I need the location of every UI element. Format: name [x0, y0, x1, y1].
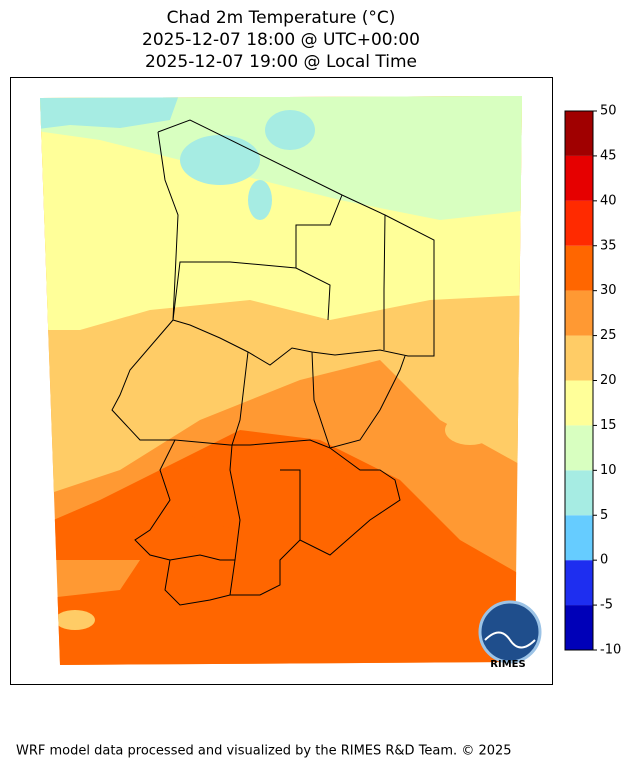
colorbar-bin — [565, 245, 593, 291]
colorbar-tick-label: 0 — [600, 553, 608, 568]
colorbar-tick-label: 50 — [600, 104, 617, 119]
colorbar-bin — [565, 515, 593, 561]
colorbar-tick-label: 35 — [600, 238, 617, 253]
colorbar-tick-label: 15 — [600, 418, 617, 433]
colorbar-bin — [565, 200, 593, 246]
colorbar-bin — [565, 290, 593, 336]
colorbar-tick-label: 30 — [600, 283, 617, 298]
title-line: 2025-12-07 18:00 @ UTC+00:00 — [142, 30, 420, 50]
borders — [111, 119, 435, 606]
colorbar-tick-label: 45 — [600, 148, 617, 163]
colorbar-bin — [565, 605, 593, 650]
colorbar-bin — [565, 155, 593, 201]
colorbar: -10 -5 0 5 10 15 20 25 30 35 40 45 50 — [564, 104, 621, 658]
title-line: 2025-12-07 19:00 @ Local Time — [145, 52, 417, 72]
colorbar-bin — [565, 111, 593, 156]
title-line: Chad 2m Temperature (°C) — [167, 8, 396, 28]
colorbar-bin — [565, 425, 593, 471]
colorbar-tick-label: -5 — [600, 598, 613, 613]
colorbar-tick-label: 20 — [600, 373, 617, 388]
colorbar-tick-label: -10 — [600, 643, 621, 658]
colorbar-bin — [565, 335, 593, 381]
colorbar-bin — [565, 380, 593, 426]
logo-text: RIMES — [490, 659, 525, 670]
logo: RIMES — [478, 600, 542, 670]
footer: WRF model data processed and visualized … — [16, 744, 512, 759]
colorbar-bin — [565, 560, 593, 606]
colorbar-tick-label: 10 — [600, 463, 617, 478]
colorbar-tick-label: 25 — [600, 328, 617, 343]
colorbar-tick-label: 5 — [600, 508, 608, 523]
colorbar-bin — [565, 470, 593, 516]
colorbar-tick-label: 40 — [600, 193, 617, 208]
temperature-field — [40, 96, 522, 665]
